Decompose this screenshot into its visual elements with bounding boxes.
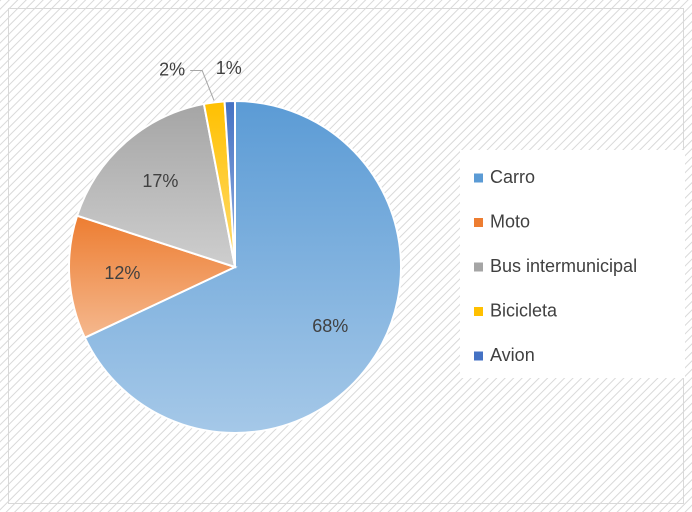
data-label: 17% [142, 171, 178, 191]
legend-swatch [474, 307, 483, 316]
legend-label: Bicicleta [490, 300, 558, 320]
legend-label: Carro [490, 167, 535, 187]
pie-slice [83, 99, 402, 434]
legend-label: Bus intermunicipal [490, 256, 637, 276]
legend-label: Avion [490, 345, 535, 365]
data-label: 12% [104, 263, 140, 283]
data-label: 1% [216, 58, 242, 78]
pie: 68% 12% 17% 2% 1% [68, 58, 402, 434]
legend-swatch [474, 173, 483, 183]
pie-slice [68, 214, 238, 340]
pie-slice [223, 99, 236, 268]
data-label: 68% [312, 316, 348, 336]
legend-label: Moto [490, 211, 530, 231]
legend-swatch [474, 262, 483, 272]
legend-swatch [474, 351, 483, 361]
pie-slice [75, 102, 237, 269]
legend-swatch [474, 218, 483, 227]
legend: Carro Moto Bus intermunicipal Bicicleta Avio… [474, 167, 637, 365]
data-label: 2% [159, 59, 185, 79]
legend-box [460, 150, 685, 378]
leader-line [190, 70, 215, 101]
